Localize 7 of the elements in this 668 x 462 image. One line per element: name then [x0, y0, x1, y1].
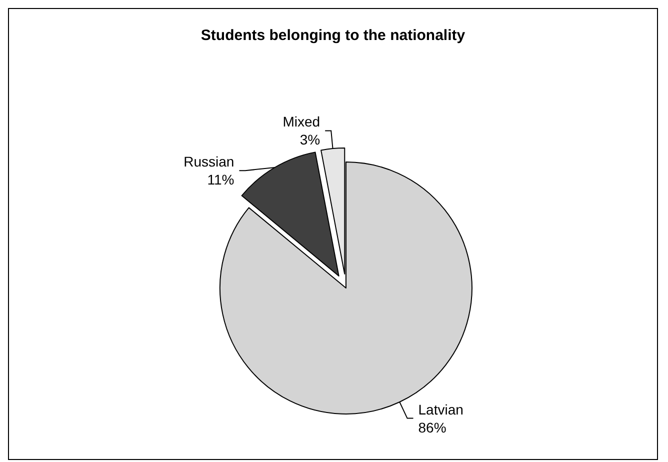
slice-label: Russian — [184, 154, 234, 170]
data-label: 86% — [418, 419, 446, 436]
slice-label: Mixed — [282, 114, 320, 130]
slice-label: Latvian — [418, 401, 464, 418]
data-label: 3% — [300, 132, 320, 148]
data-label: 11% — [207, 172, 234, 188]
chart-title: Students belonging to the nationality — [200, 27, 466, 44]
